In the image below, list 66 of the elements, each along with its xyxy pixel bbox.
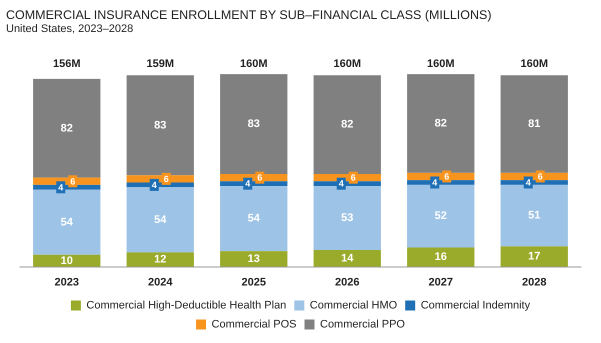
data-label: 14 xyxy=(341,252,354,264)
bar xyxy=(126,75,194,176)
data-label: 6 xyxy=(350,172,356,183)
bar xyxy=(500,75,568,173)
data-label: 51 xyxy=(528,210,540,222)
bar xyxy=(126,187,194,252)
data-label: 6 xyxy=(257,172,262,183)
data-label: 4 xyxy=(432,177,438,188)
data-label: 4 xyxy=(245,178,250,189)
legend-label: Commercial High-Deductible Health Plan xyxy=(86,300,286,312)
total-label: 159M xyxy=(146,58,174,70)
bar xyxy=(220,251,288,267)
x-tick-label: 2028 xyxy=(522,276,546,288)
x-tick-label: 2024 xyxy=(148,276,174,288)
bar xyxy=(126,252,194,267)
total-label: 160M xyxy=(333,58,362,70)
data-label: 6 xyxy=(538,171,543,182)
bar xyxy=(407,74,474,173)
total-label: 160M xyxy=(520,58,548,70)
data-label: 82 xyxy=(434,118,447,130)
data-label: 81 xyxy=(528,118,540,130)
data-label: 82 xyxy=(341,118,354,131)
data-label: 83 xyxy=(154,119,166,132)
bar xyxy=(220,74,288,174)
data-label: 17 xyxy=(528,250,540,263)
legend-label: Commercial PPO xyxy=(320,318,406,331)
data-label: 4 xyxy=(526,177,531,188)
data-label: 13 xyxy=(248,253,260,265)
x-tick-label: 2027 xyxy=(428,276,453,288)
data-label: 4 xyxy=(338,178,344,189)
bar xyxy=(33,78,100,178)
bar xyxy=(220,186,288,252)
chart-title: COMMERCIAL INSURANCE ENROLLMENT BY SUB–FINANCIAL CLASS (MILLIONS) xyxy=(6,8,492,22)
data-label: 4 xyxy=(152,180,157,190)
legend-label: Commercial HMO xyxy=(310,300,398,312)
data-label: 6 xyxy=(70,176,76,186)
data-label: 82 xyxy=(60,122,73,134)
data-label: 53 xyxy=(341,212,354,224)
data-label: 54 xyxy=(154,214,168,226)
bar xyxy=(314,250,381,267)
data-label: 6 xyxy=(444,171,450,182)
bar xyxy=(500,184,568,246)
data-label: 52 xyxy=(434,210,447,222)
data-label: 54 xyxy=(60,216,74,228)
legend-label: Commercial POS xyxy=(212,318,297,331)
data-label: 12 xyxy=(154,254,166,266)
chart-subtitle: United States, 2023–2028 xyxy=(6,23,134,35)
data-label: 4 xyxy=(58,182,64,192)
data-label: 10 xyxy=(60,254,73,267)
x-tick-label: 2023 xyxy=(54,276,79,288)
total-label: 160M xyxy=(426,58,455,70)
data-label: 6 xyxy=(164,174,169,184)
bar xyxy=(407,248,474,267)
bar xyxy=(314,75,381,174)
x-tick-label: 2025 xyxy=(242,276,266,288)
legend-label: Commercial Indemnity xyxy=(420,300,531,312)
bar xyxy=(33,190,100,255)
total-label: 156M xyxy=(52,58,81,70)
data-label: 83 xyxy=(248,118,260,130)
total-label: 160M xyxy=(240,58,268,70)
data-label: 16 xyxy=(434,251,447,264)
bar xyxy=(314,186,381,250)
bar xyxy=(500,246,568,267)
bar xyxy=(407,184,474,248)
x-tick-label: 2026 xyxy=(335,276,360,288)
data-label: 54 xyxy=(248,212,261,225)
